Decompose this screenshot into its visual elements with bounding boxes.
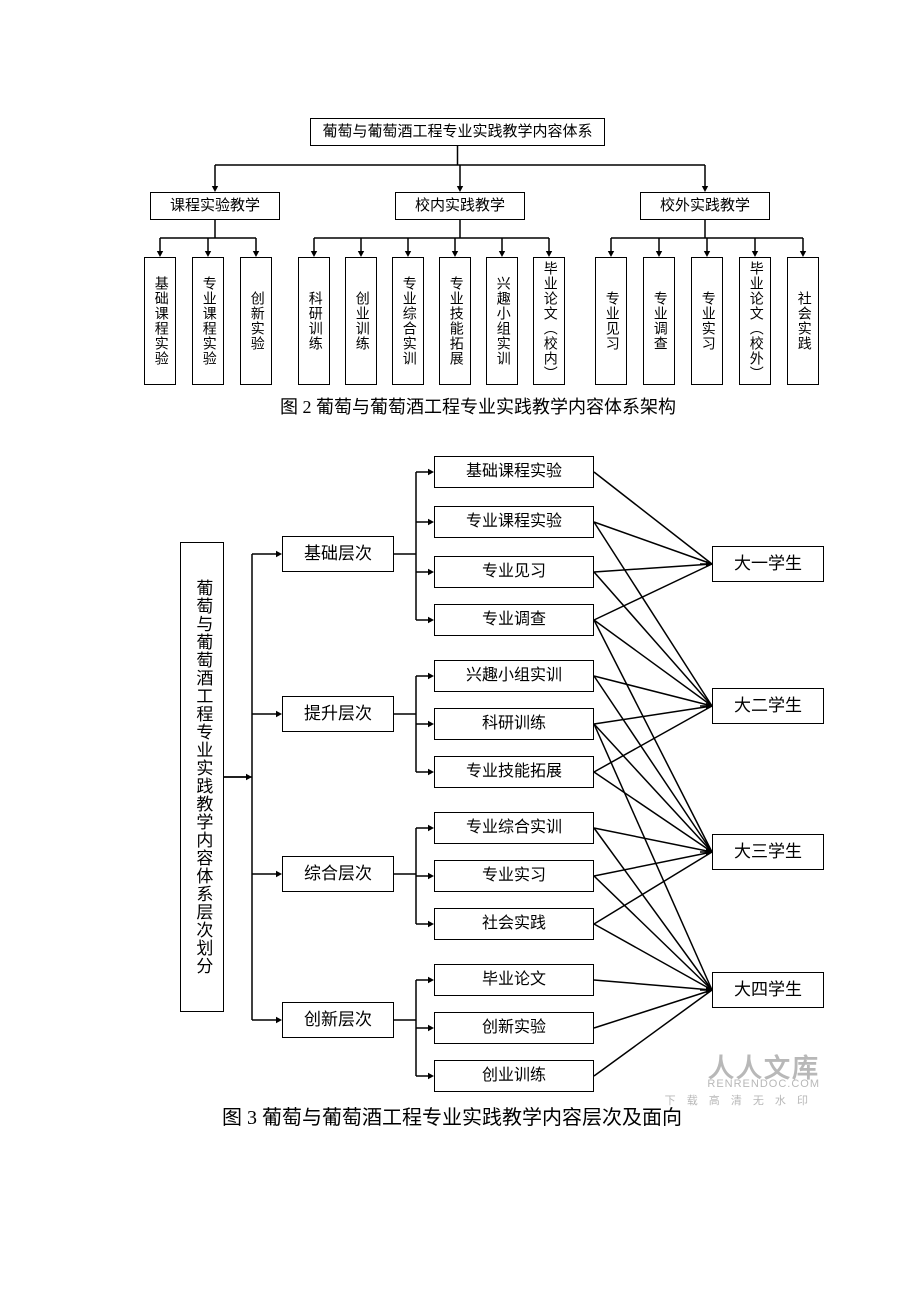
fig2-l6: 专业综合实训 — [392, 257, 424, 385]
fig2-l1: 基础课程实验 — [144, 257, 176, 385]
fig2-l9: 毕业论文（校内） — [533, 257, 565, 385]
fig3-c11: 毕业论文 — [434, 964, 594, 996]
fig3-c2: 专业课程实验 — [434, 506, 594, 538]
fig3-c9: 专业实习 — [434, 860, 594, 892]
fig2-l8: 兴趣小组实训 — [486, 257, 518, 385]
fig2-l14: 社会实践 — [787, 257, 819, 385]
fig2-l10: 专业见习 — [595, 257, 627, 385]
fig2-l3: 创新实验 — [240, 257, 272, 385]
fig2-m2: 校内实践教学 — [395, 192, 525, 220]
fig3-s3: 大三学生 — [712, 834, 824, 870]
fig2-l13: 毕业论文（校外） — [739, 257, 771, 385]
fig2-l5: 创业训练 — [345, 257, 377, 385]
fig3-c13: 创业训练 — [434, 1060, 594, 1092]
figure3-caption: 图 3 葡萄与葡萄酒工程专业实践教学内容层次及面向 — [222, 1101, 682, 1130]
fig2-m1: 课程实验教学 — [150, 192, 280, 220]
fig3-s1: 大一学生 — [712, 546, 824, 582]
fig3-c5: 兴趣小组实训 — [434, 660, 594, 692]
fig2-l2: 专业课程实验 — [192, 257, 224, 385]
fig3-lv3: 综合层次 — [282, 856, 394, 892]
fig3-c8: 专业综合实训 — [434, 812, 594, 844]
fig3-c1: 基础课程实验 — [434, 456, 594, 488]
fig3-c4: 专业调查 — [434, 604, 594, 636]
fig3-lv4: 创新层次 — [282, 1002, 394, 1038]
watermark-site: RENRENDOC.COM — [707, 1078, 820, 1090]
figure2-caption: 图 2 葡萄与葡萄酒工程专业实践教学内容体系架构 — [280, 393, 676, 419]
fig3-root: 葡萄与葡萄酒工程专业实践教学内容体系层次划分 — [180, 542, 224, 1012]
fig3-s4: 大四学生 — [712, 972, 824, 1008]
fig3-c10: 社会实践 — [434, 908, 594, 940]
fig3-s2: 大二学生 — [712, 688, 824, 724]
fig3-c12: 创新实验 — [434, 1012, 594, 1044]
fig3-lv2: 提升层次 — [282, 696, 394, 732]
fig2-l4: 科研训练 — [298, 257, 330, 385]
fig3-c3: 专业见习 — [434, 556, 594, 588]
fig3-c6: 科研训练 — [434, 708, 594, 740]
fig3-lv1: 基础层次 — [282, 536, 394, 572]
watermark-note: 下 载 高 清 无 水 印 — [665, 1092, 812, 1108]
fig2-m3: 校外实践教学 — [640, 192, 770, 220]
fig3-c7: 专业技能拓展 — [434, 756, 594, 788]
fig2-root: 葡萄与葡萄酒工程专业实践教学内容体系 — [310, 118, 605, 146]
fig2-l12: 专业实习 — [691, 257, 723, 385]
fig2-l11: 专业调查 — [643, 257, 675, 385]
fig2-l7: 专业技能拓展 — [439, 257, 471, 385]
